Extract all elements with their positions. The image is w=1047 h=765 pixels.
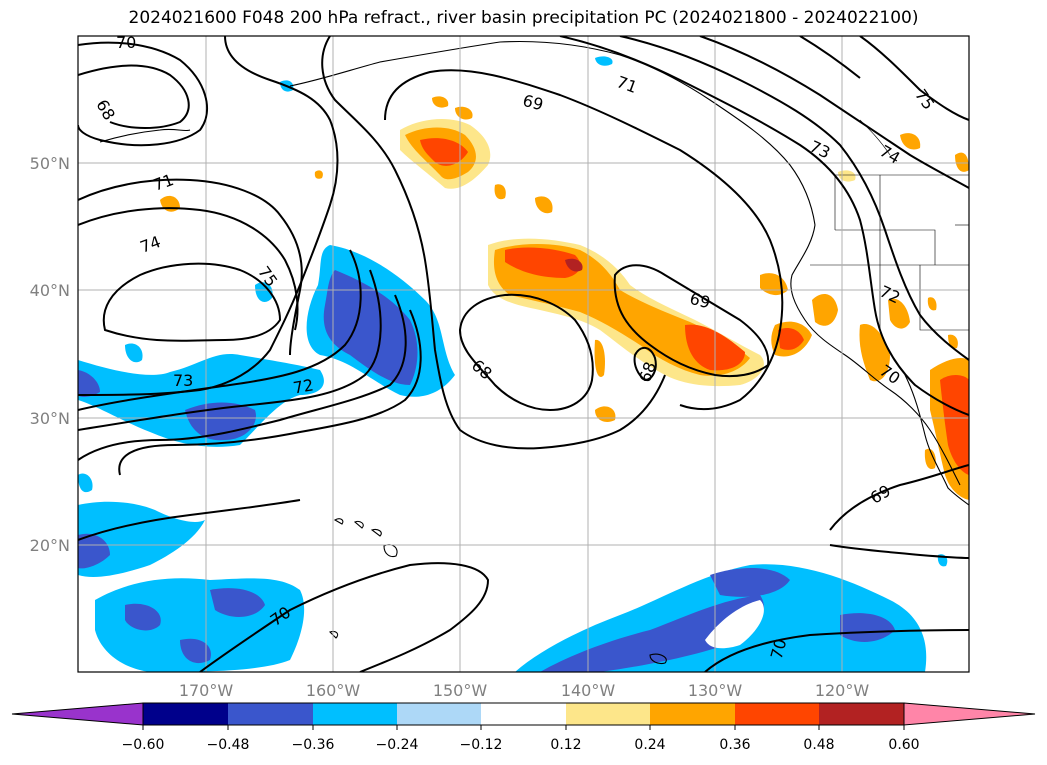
colorbar-swatch: [650, 703, 735, 725]
positive-anomaly-regions: [160, 96, 969, 500]
lat-label: 40°N: [30, 281, 70, 300]
longitude-labels: 170°W 160°W 150°W 140°W 130°W 120°W: [179, 681, 870, 700]
coastlines: [99, 40, 969, 665]
colorbar-tick-label: −0.12: [460, 737, 503, 753]
colorbar-swatch: [819, 703, 904, 725]
colorbar-tick-label: 0.48: [803, 737, 834, 753]
contour-label: 73: [173, 371, 193, 390]
colorbar-tick-label: 0.36: [719, 737, 750, 753]
contour-label: 70: [116, 33, 136, 52]
lat-label: 30°N: [30, 409, 70, 428]
colorbar-tick-label: 0.12: [550, 737, 581, 753]
colorbar-ticks: [142, 725, 905, 730]
lon-label: 140°W: [561, 681, 616, 700]
lat-label: 50°N: [30, 154, 70, 173]
refractivity-contours: [78, 36, 969, 672]
lon-label: 170°W: [179, 681, 234, 700]
contour-label: 72: [292, 375, 315, 397]
colorbar-tick-label: 0.24: [634, 737, 665, 753]
colorbar-frame: [142, 702, 905, 726]
lon-label: 120°W: [815, 681, 870, 700]
colorbar: −0.60 −0.48 −0.36 −0.24 −0.12 0.12 0.24 …: [11, 702, 1036, 753]
colorbar-swatch: [228, 703, 313, 725]
lon-label: 130°W: [688, 681, 743, 700]
colorbar-swatch: [143, 703, 228, 725]
graticule: [78, 36, 969, 672]
colorbar-tick-label: 0.60: [888, 737, 919, 753]
lat-label: 20°N: [30, 536, 70, 555]
lon-label: 160°W: [306, 681, 361, 700]
plot-area: [78, 36, 969, 672]
colorbar-swatch: [313, 703, 397, 725]
colorbar-swatch: [397, 703, 481, 725]
negative-anomaly-regions: [78, 56, 948, 672]
colorbar-tick-label: −0.48: [207, 737, 250, 753]
map-title: 2024021600 F048 200 hPa refract., river …: [128, 8, 919, 28]
colorbar-tick-label: −0.60: [122, 737, 165, 753]
colorbar-swatch: [735, 703, 819, 725]
colorbar-swatch: [481, 703, 566, 725]
latitude-labels: 50°N 40°N 30°N 20°N: [30, 154, 70, 555]
colorbar-extend-high: [903, 702, 1036, 726]
lon-label: 150°W: [433, 681, 488, 700]
colorbar-tick-label: −0.36: [292, 737, 335, 753]
contour-label: 70: [767, 637, 791, 662]
contour-label: 69: [521, 91, 546, 115]
colorbar-extend-low: [11, 702, 144, 726]
colorbar-tick-label: −0.24: [376, 737, 419, 753]
contour-label: 69: [688, 289, 713, 313]
plot-frame: [77, 35, 970, 673]
colorbar-swatch: [566, 703, 650, 725]
